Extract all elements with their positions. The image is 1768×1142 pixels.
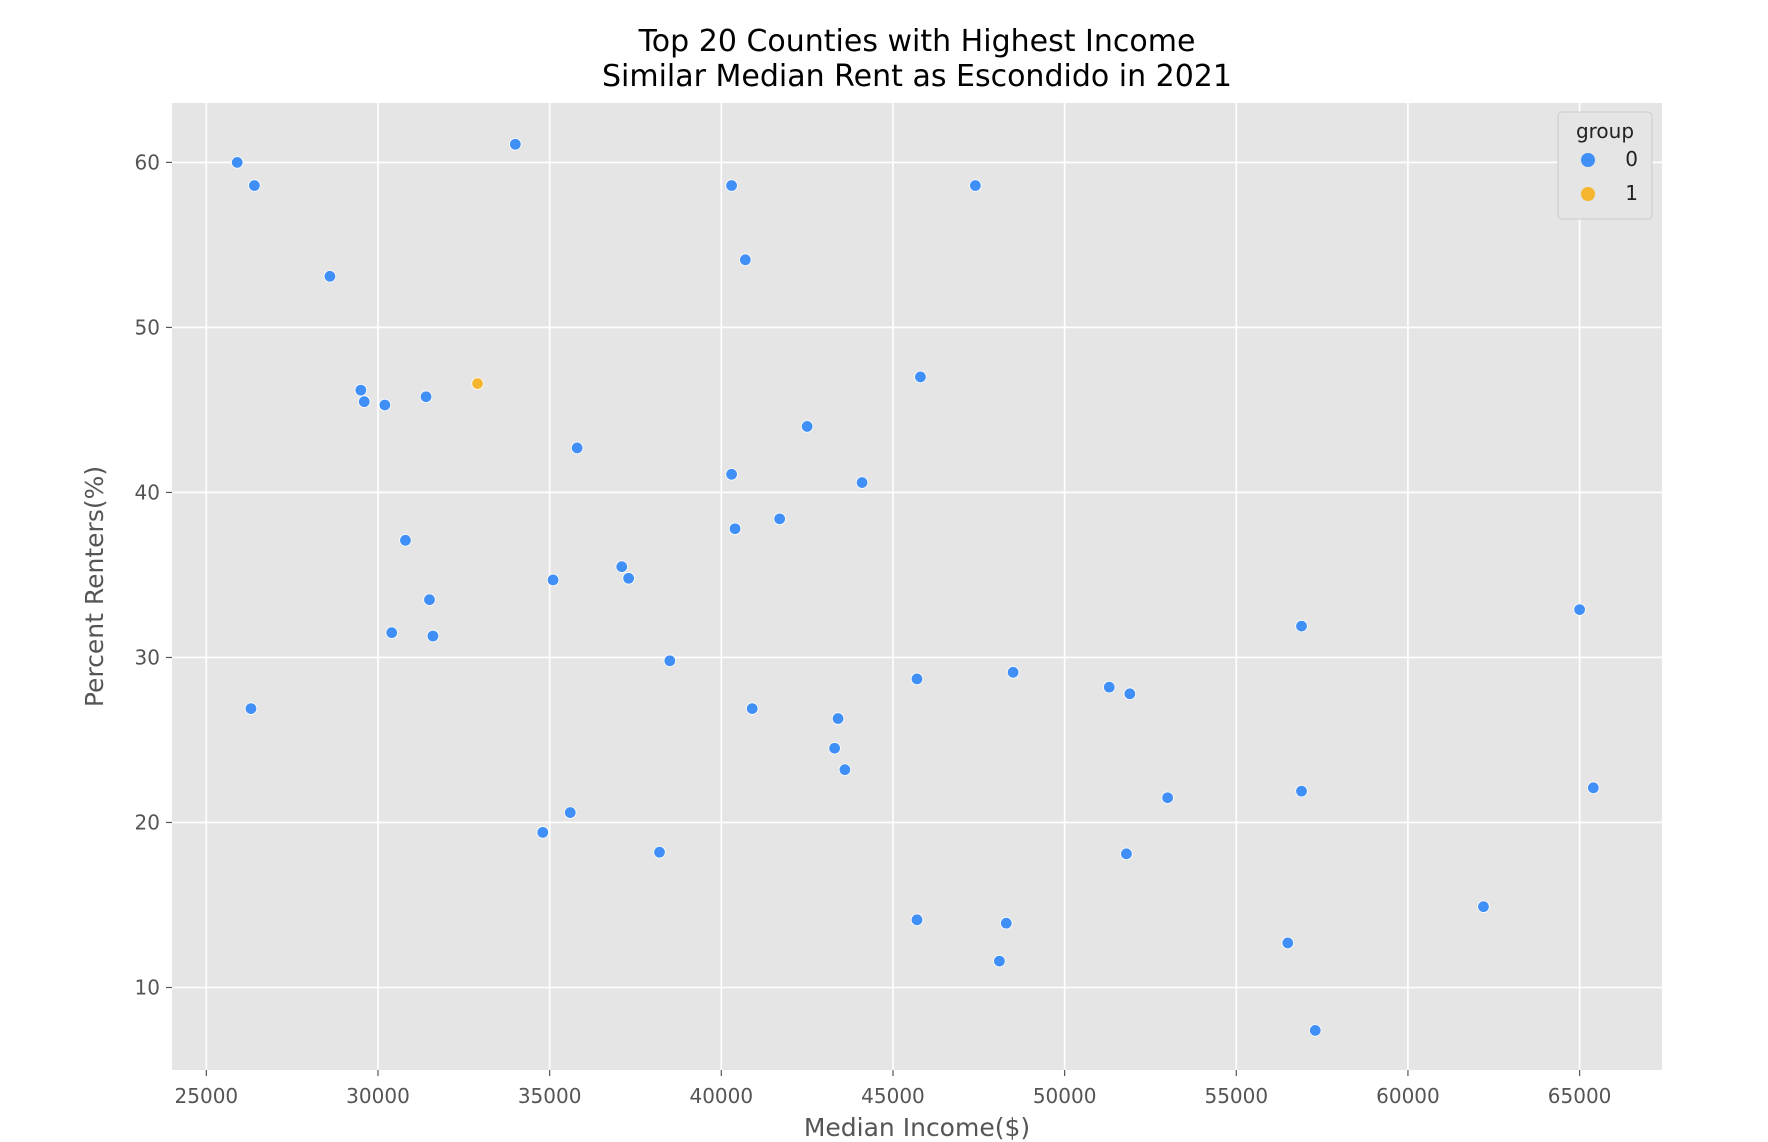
grid-lines xyxy=(172,103,1662,1070)
data-point-group-0 xyxy=(546,573,560,587)
x-tick-label: 50000 xyxy=(1033,1084,1097,1108)
data-point-group-0 xyxy=(354,383,368,397)
y-axis-label: Percent Renters(%) xyxy=(80,466,109,707)
chart-title-line-2: Similar Median Rent as Escondido in 2021 xyxy=(602,59,1232,94)
data-point-group-0 xyxy=(536,826,549,839)
data-point-group-0 xyxy=(914,370,927,384)
legend-label-group-1: 1 xyxy=(1625,181,1638,205)
data-point-group-0 xyxy=(399,534,412,547)
y-tick-label: 50 xyxy=(135,315,160,339)
data-point-group-0 xyxy=(800,420,814,433)
x-tick-label: 60000 xyxy=(1376,1084,1440,1108)
x-tick-label: 45000 xyxy=(861,1084,925,1108)
data-point-group-0 xyxy=(728,522,742,535)
data-point-group-0 xyxy=(969,179,982,192)
axis-ticks: 25000 30000 35000 40000 45000 50000 55000 60000… xyxy=(135,150,1612,1108)
y-tick-label: 40 xyxy=(135,480,160,504)
x-axis-label: Median Income($) xyxy=(804,1113,1030,1142)
data-point-group-0 xyxy=(1103,680,1116,694)
legend-label-group-0: 0 xyxy=(1625,147,1638,171)
data-point-group-0 xyxy=(509,138,522,151)
data-point-group-0 xyxy=(653,845,666,859)
data-point-group-1 xyxy=(471,377,484,390)
legend-marker-group-0 xyxy=(1581,153,1595,167)
legend: group 0 1 xyxy=(1557,111,1653,220)
data-point-group-0 xyxy=(725,468,738,481)
data-point-group-0 xyxy=(739,253,752,266)
data-point-group-0 xyxy=(622,572,635,585)
data-point-group-0 xyxy=(663,654,677,667)
data-point-group-0 xyxy=(323,270,337,283)
x-tick-label: 40000 xyxy=(689,1084,753,1108)
legend-marker-group-1 xyxy=(1581,187,1595,201)
data-point-group-0 xyxy=(385,626,398,639)
data-point-group-0 xyxy=(1006,666,1020,679)
legend-title: group xyxy=(1576,119,1634,143)
data-point-group-0 xyxy=(1000,916,1013,930)
y-tick-label: 20 xyxy=(135,810,160,834)
data-point-group-0 xyxy=(855,476,869,489)
data-point-group-0 xyxy=(910,672,924,686)
data-point-group-0 xyxy=(564,806,577,819)
data-point-group-0 xyxy=(725,179,738,192)
data-point-group-0 xyxy=(423,593,436,606)
data-point-group-0 xyxy=(1573,603,1586,616)
data-point-group-0 xyxy=(1477,900,1490,913)
data-point-group-0 xyxy=(1120,847,1133,861)
x-tick-label: 55000 xyxy=(1204,1084,1268,1108)
data-point-group-0 xyxy=(1295,619,1308,633)
data-point-group-0 xyxy=(570,441,584,455)
data-point-group-0 xyxy=(1281,936,1294,950)
data-point-group-0 xyxy=(773,512,786,526)
y-tick-label: 10 xyxy=(135,975,160,999)
data-point-group-0 xyxy=(910,913,924,927)
x-tick-label: 30000 xyxy=(346,1084,410,1108)
data-point-group-0 xyxy=(358,395,371,408)
data-point-group-0 xyxy=(828,742,841,755)
data-point-group-0 xyxy=(1309,1024,1322,1037)
data-point-group-0 xyxy=(746,702,759,715)
data-point-group-0 xyxy=(244,702,258,715)
data-point-group-0 xyxy=(426,629,440,643)
x-tick-label: 35000 xyxy=(518,1084,582,1108)
data-point-group-0 xyxy=(831,712,845,725)
plot-background xyxy=(172,103,1662,1070)
data-points xyxy=(231,138,1600,1037)
y-tick-label: 30 xyxy=(135,645,160,669)
data-point-group-0 xyxy=(838,763,852,776)
y-tick-label: 60 xyxy=(135,150,160,174)
data-point-group-0 xyxy=(993,954,1006,968)
data-point-group-0 xyxy=(231,156,244,169)
x-tick-label: 25000 xyxy=(175,1084,239,1108)
x-tick-label: 65000 xyxy=(1548,1084,1612,1108)
data-point-group-0 xyxy=(615,560,628,573)
data-point-group-0 xyxy=(378,398,392,412)
data-point-group-0 xyxy=(1587,781,1600,795)
chart-title-line-1: Top 20 Counties with Highest Income xyxy=(638,24,1196,59)
data-point-group-0 xyxy=(419,390,433,403)
data-point-group-0 xyxy=(1161,791,1174,804)
data-point-group-0 xyxy=(1295,784,1308,798)
data-point-group-0 xyxy=(1123,687,1137,700)
data-point-group-0 xyxy=(248,179,261,192)
